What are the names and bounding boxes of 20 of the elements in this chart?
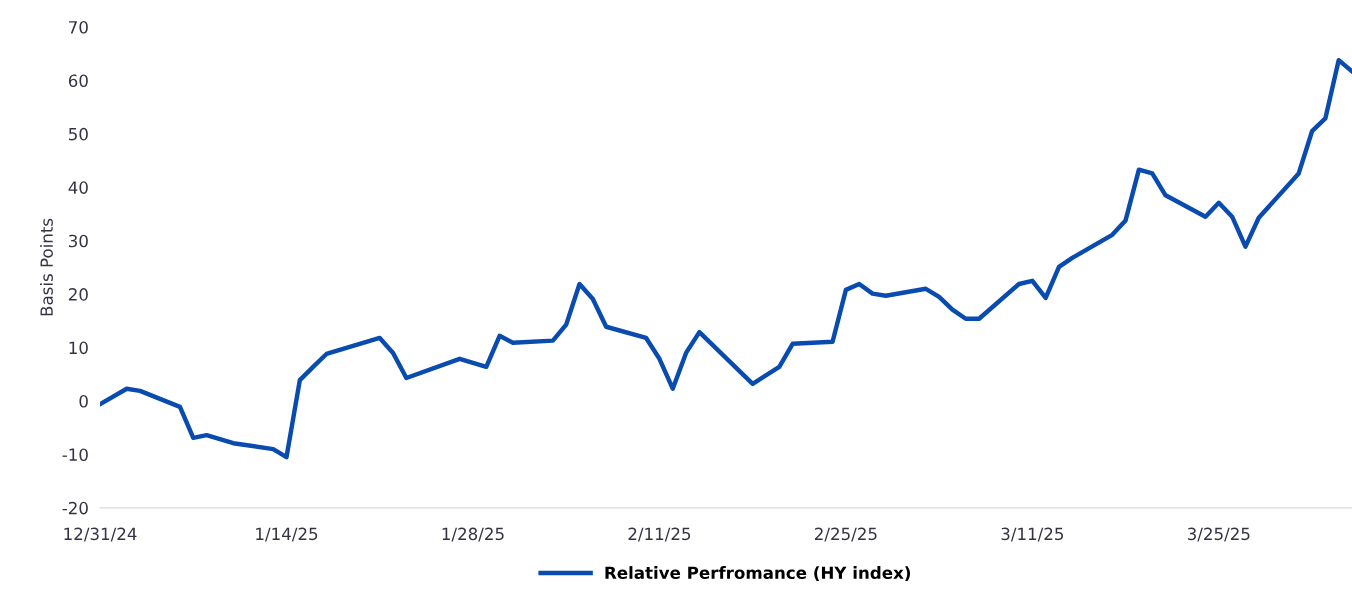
x-tick-label: 2/25/25 <box>814 527 877 542</box>
y-tick-label: 20 <box>68 288 88 301</box>
x-tick-label: 3/11/25 <box>1001 527 1064 542</box>
y-tick-label: 40 <box>68 181 88 194</box>
x-tick-label: 1/28/25 <box>442 527 504 542</box>
y-tick-label: 10 <box>69 341 88 355</box>
x-tick-label: 12/31/24 <box>64 527 137 542</box>
y-tick-label: -10 <box>62 448 88 461</box>
y-tick-label: 30 <box>69 234 88 248</box>
y-tick-label: 70 <box>69 21 88 34</box>
x-tick-label: 3/25/25 <box>1187 527 1250 542</box>
y-tick-label: 0 <box>79 394 88 408</box>
y-axis-title: Basis Points <box>40 218 53 316</box>
x-tick-label: 1/14/25 <box>256 527 318 542</box>
y-tick-label: 50 <box>69 127 88 141</box>
line-series <box>100 57 1352 460</box>
y-tick-label: -20 <box>62 501 88 515</box>
y-tick-label: 60 <box>68 74 88 88</box>
x-tick-label: 2/11/25 <box>628 527 691 542</box>
legend-label: Relative Perfromance (HY index) <box>605 566 910 581</box>
